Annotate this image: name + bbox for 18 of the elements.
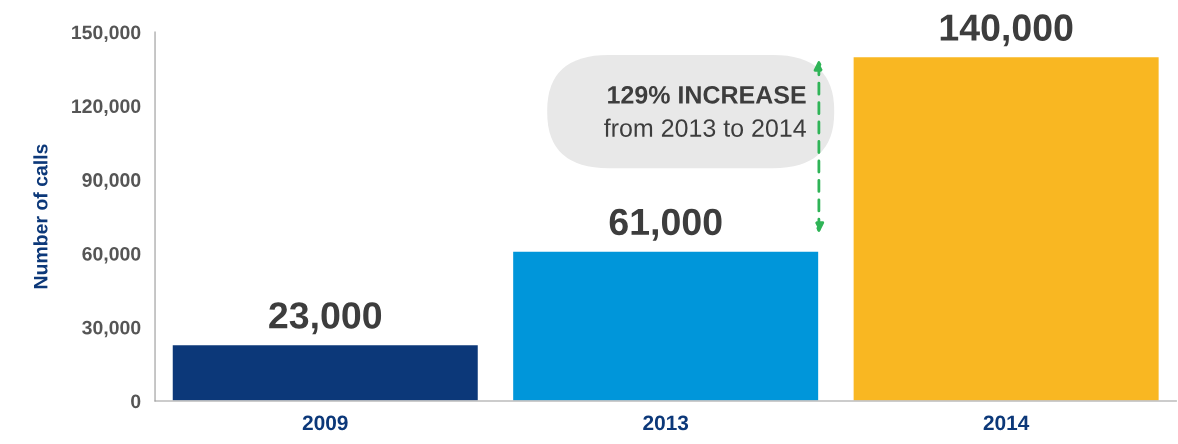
data-label: 23,000 [269,302,382,335]
x-tick-label: 2009 [302,415,348,431]
x-tick-label: 2013 [643,415,689,431]
bar [171,343,480,402]
x-tick-label: 2014 [983,415,1030,431]
data-label: 61,000 [609,208,722,241]
y-tick-label: 30,000 [82,320,141,338]
bar [511,250,820,402]
annotation: from 2013 to 2014 [604,118,806,137]
y-tick-label: 0 [131,394,141,409]
y-tick-label: 90,000 [82,173,141,190]
y-tick-label: 60,000 [82,246,141,264]
data-label: 140,000 [940,14,1073,47]
annotation: 129% INCREASE [608,86,806,104]
y-tick-label: 150,000 [72,25,141,43]
bar [852,55,1161,402]
y-tick-label: 120,000 [72,99,141,116]
y-axis-title: Number of calls [33,144,48,289]
